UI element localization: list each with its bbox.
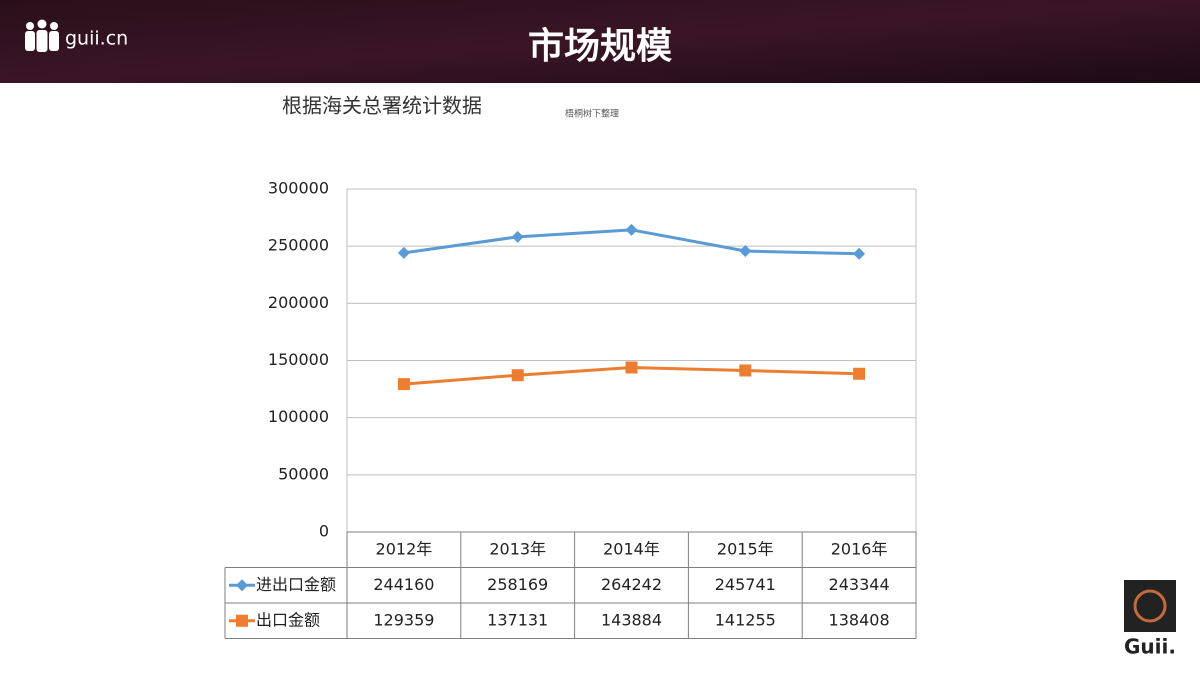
y-tick-label: 50000 [278,464,329,483]
x-tick-label: 2012年 [376,539,433,558]
marker [625,223,638,236]
table-value: 264242 [601,575,662,594]
marker [511,230,524,243]
page-title: 市场规模 [528,26,672,67]
marker [397,378,410,391]
marker [853,367,866,380]
chart-note: 梧桐树下整理 [565,108,619,120]
table-value: 138408 [829,610,890,629]
legend-label: 进出口金额 [256,575,336,594]
table-value: 141255 [715,610,776,629]
marker [739,245,752,258]
footer-logo-text: Guii. [1124,635,1176,659]
marker [625,361,638,374]
table-value: 258169 [487,575,548,594]
marker [739,364,752,377]
y-tick-label: 150000 [268,350,329,369]
y-tick-label: 250000 [268,236,329,255]
marker [397,246,410,259]
y-tick-label: 100000 [268,407,329,426]
footer-logo-box [1124,580,1176,632]
logo-icon [25,19,59,52]
x-tick-label: 2016年 [831,539,888,558]
header-bar [0,0,1200,83]
table-value: 129359 [373,610,434,629]
table-value: 243344 [829,575,890,594]
y-tick-label: 300000 [268,179,329,198]
table-value: 245741 [715,575,776,594]
table-value: 143884 [601,610,662,629]
y-tick-label: 200000 [268,293,329,312]
marker [853,247,866,260]
x-tick-label: 2013年 [489,539,546,558]
footer-logo-icon [1133,589,1167,623]
legend-marker [236,579,248,592]
x-tick-label: 2014年 [603,539,660,558]
footer-logo: Guii. [1124,580,1176,659]
legend-label: 出口金额 [256,610,320,629]
chart-title: 根据海关总署统计数据 [282,94,482,118]
legend-marker [236,614,248,627]
marker [511,369,524,382]
table-value: 137131 [487,610,548,629]
logo-text: guii.cn [65,28,128,50]
x-tick-label: 2015年 [717,539,774,558]
table-value: 244160 [373,575,434,594]
y-tick-label: 0 [319,522,329,541]
